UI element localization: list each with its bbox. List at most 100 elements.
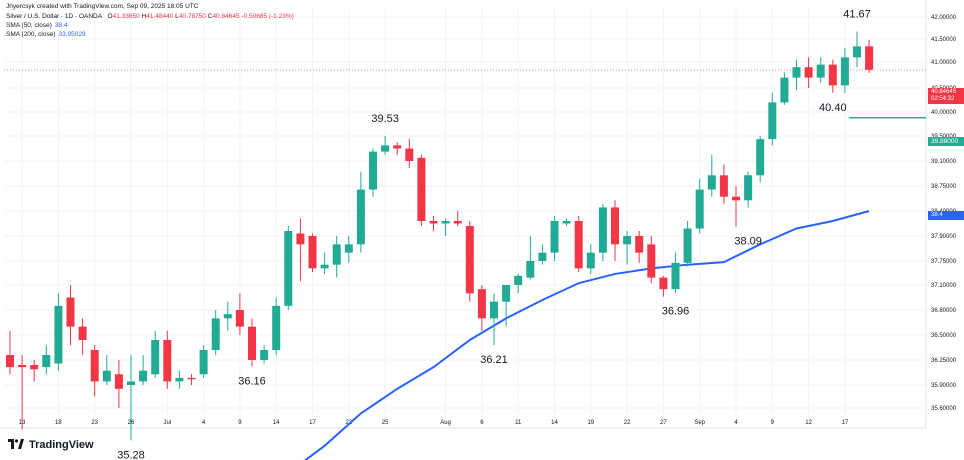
price-annotation: 35.28 — [117, 449, 145, 460]
candle-body — [441, 221, 450, 224]
time-tick-label: 17 — [842, 420, 849, 426]
price-tick-label: 37.90000 — [931, 234, 957, 240]
candle — [90, 345, 99, 397]
candle — [6, 330, 14, 375]
price-annotation: 36.16 — [238, 375, 266, 387]
candle — [187, 374, 196, 385]
candle-body — [344, 244, 353, 253]
candle — [381, 136, 390, 155]
change-value: -0.50685 (-1.23%) — [241, 13, 294, 20]
candle — [139, 355, 148, 385]
candle-body — [707, 175, 716, 190]
candle — [707, 154, 716, 197]
candle — [623, 231, 632, 265]
sma50-legend[interactable]: SMA (50, close) 38.4 — [6, 21, 68, 30]
candle — [30, 360, 39, 382]
candle — [659, 275, 668, 297]
candle — [538, 244, 547, 265]
candle — [429, 216, 438, 231]
candles — [6, 31, 874, 441]
candle — [719, 164, 728, 204]
level-price-tag: 39.88000 — [928, 137, 964, 146]
candle — [441, 218, 450, 236]
candle — [356, 171, 365, 253]
time-tick-label: 25 — [382, 420, 389, 426]
candle-body — [54, 305, 63, 364]
time-tick-label: 14 — [273, 420, 280, 426]
sma200-legend[interactable]: SMA (200, close) 33.95029 — [6, 30, 86, 39]
low-value: 40.78750 — [178, 13, 206, 20]
candle — [586, 244, 595, 274]
tradingview-logo-icon — [8, 439, 24, 449]
candle-body — [490, 301, 498, 319]
price-tick-label: 39.10000 — [931, 159, 957, 165]
time-tick-label: Sep — [694, 420, 705, 426]
symbol-name: Silver / U.S. Dollar · 1D · OANDA — [6, 13, 102, 20]
price-tick-label: 41.50000 — [931, 37, 957, 43]
candle-body — [550, 221, 559, 253]
candle — [490, 293, 498, 345]
time-tick-label: 9 — [238, 420, 242, 426]
time-tick-label: 12 — [805, 420, 812, 426]
chart-credit: Jhyercsyk created with TradingView.com, … — [6, 2, 198, 11]
candle — [308, 233, 317, 273]
candle — [635, 231, 644, 263]
candle — [792, 59, 801, 91]
candle — [611, 200, 619, 261]
low-label: L — [175, 13, 179, 20]
candle — [223, 301, 232, 331]
candle — [780, 72, 789, 105]
price-tick-label: 41.00000 — [931, 60, 957, 66]
candle — [804, 57, 813, 88]
candle-body — [320, 264, 329, 269]
candle-body — [235, 310, 244, 327]
tradingview-logo[interactable]: TradingView — [8, 437, 94, 453]
candle-body — [6, 355, 14, 368]
time-tick-label: 19 — [587, 420, 594, 426]
price-tick-label: 36.50000 — [931, 333, 957, 339]
sma-price-value: 38.4 — [931, 212, 943, 218]
candle-body — [163, 340, 172, 382]
sma-50-line — [303, 210, 870, 460]
price-axis[interactable]: 42.0000041.5000041.0000040.5000040.00000… — [925, 0, 964, 460]
price-annotation: 36.96 — [662, 306, 690, 318]
price-axis-bg — [926, 0, 964, 460]
time-tick-label: 17 — [309, 420, 316, 426]
time-tick-label: Jul — [163, 420, 171, 426]
candle — [127, 355, 135, 441]
candle-body — [840, 57, 849, 86]
close-value: 40.84645 — [212, 13, 240, 20]
sma-price-tag: 38.4 — [928, 211, 964, 220]
price-tick-label: 35.90000 — [931, 383, 957, 389]
candle-body — [260, 350, 269, 360]
time-axis[interactable]: 13182326Jul4914172225Aug61114192227Sep49… — [0, 420, 926, 429]
candle — [514, 273, 523, 294]
time-tick-label: 6 — [480, 420, 484, 426]
price-annotations: 41.67 40.40 39.53 38.09 36.96 36.21 36.16 35.28 — [117, 9, 871, 460]
candle-body — [732, 196, 740, 201]
candle — [465, 221, 474, 302]
candle-body — [526, 261, 535, 278]
candle — [332, 236, 341, 278]
candle-body — [175, 377, 184, 382]
candle — [828, 59, 837, 93]
level-price-value: 39.88000 — [931, 138, 959, 145]
candle-body — [18, 365, 27, 368]
candle — [248, 318, 256, 367]
candle-body — [502, 285, 511, 302]
candle — [272, 297, 281, 355]
candle — [151, 330, 160, 378]
candle-body — [477, 289, 486, 319]
high-value: 41.48440 — [146, 13, 174, 20]
candle — [405, 139, 414, 169]
candle — [102, 355, 111, 385]
candle-body — [828, 64, 837, 86]
candle-body — [90, 350, 99, 382]
candle — [853, 31, 861, 68]
candle — [66, 285, 75, 345]
candle — [78, 318, 87, 355]
candle — [42, 345, 51, 375]
candle — [550, 216, 559, 261]
symbol-legend[interactable]: Silver / U.S. Dollar · 1D · OANDA O41.33… — [6, 12, 294, 21]
